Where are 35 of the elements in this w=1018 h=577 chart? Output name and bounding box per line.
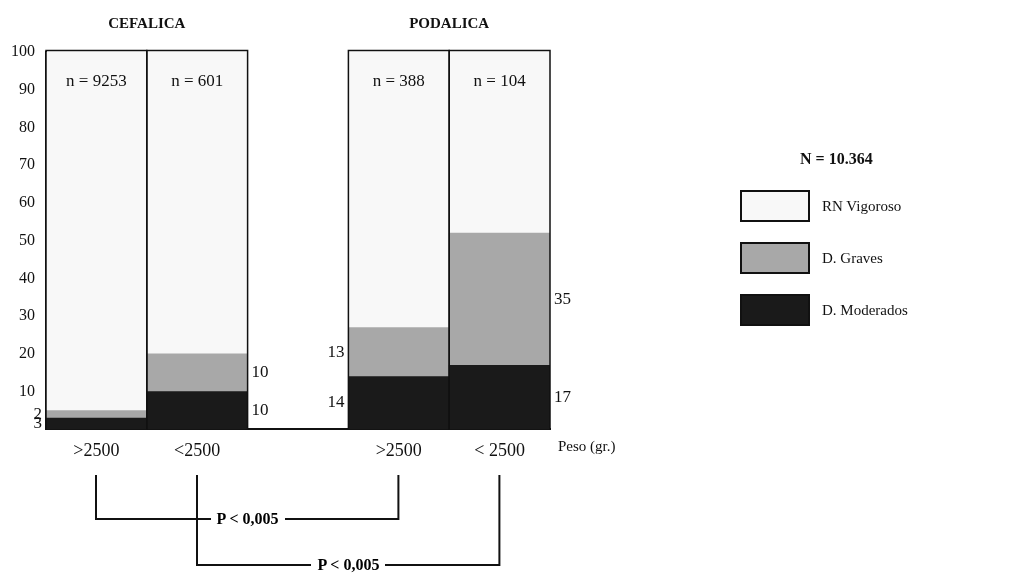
- y-tick-label: 40: [19, 268, 35, 286]
- data-label: 35: [554, 288, 571, 308]
- x-tick-label: >2500: [73, 439, 120, 460]
- data-label: 17: [554, 386, 572, 406]
- annotation: n = 601: [171, 71, 224, 91]
- y-tick-label: 100: [11, 42, 35, 60]
- x-tick-label: < 2500: [474, 439, 525, 460]
- text: P < 0,005: [311, 556, 386, 575]
- text: P < 0,005: [210, 510, 285, 529]
- text: CEFALICA: [108, 14, 186, 31]
- y-tick-label: 90: [19, 79, 35, 97]
- y-tick-label: 10: [19, 381, 35, 399]
- bar: [146, 353, 248, 392]
- annotation: n = 388: [372, 71, 425, 91]
- data-label: 10: [251, 362, 269, 382]
- y-tick-label: 70: [19, 155, 35, 173]
- text: N = 10.364: [800, 150, 874, 168]
- data-label: 13: [327, 341, 345, 361]
- y-tick-label: 30: [19, 306, 35, 324]
- y-tick-label: 50: [19, 230, 35, 248]
- text: PODALICA: [409, 14, 490, 31]
- legend-label: RN Vigoroso: [822, 197, 902, 215]
- y-tick-label: 60: [19, 193, 35, 211]
- x-tick-label: <2500: [174, 439, 221, 460]
- data-label: 14: [327, 392, 345, 412]
- annotation: n = 9253: [66, 71, 127, 91]
- bar: [348, 327, 450, 377]
- legend-label: D. Moderados: [822, 301, 908, 319]
- x-tick-label: >2500: [375, 439, 422, 460]
- annotation: n = 104: [473, 71, 527, 91]
- data-label: 10: [251, 400, 269, 419]
- x-axis-title: Peso (gr.): [558, 438, 616, 456]
- y-tick-label: 80: [19, 117, 35, 135]
- y-tick-label: 20: [19, 344, 35, 362]
- legend-label: D. Graves: [822, 249, 883, 267]
